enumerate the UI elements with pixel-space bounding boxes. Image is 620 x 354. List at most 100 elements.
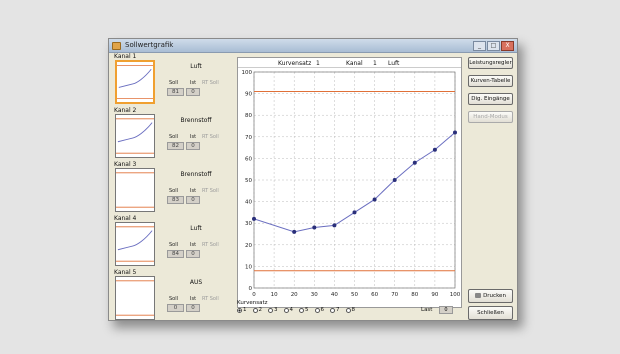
ist-header: Ist [190, 296, 197, 302]
data-point[interactable] [332, 223, 337, 228]
hand-modus-button[interactable]: Hand-Modus [468, 111, 513, 123]
ist-value: 0 [186, 142, 200, 150]
dig-eingaenge-button[interactable]: Dig. Eingänge [468, 93, 513, 105]
kanal-name: Kanal 5 [114, 269, 137, 276]
ist-value: 0 [186, 304, 200, 312]
last-label: Last [421, 307, 433, 313]
data-point[interactable] [392, 178, 397, 182]
kurvensatz-radio-7[interactable]: 7 [330, 307, 340, 313]
ist-value: 0 [186, 250, 200, 258]
radio-circle [252, 307, 258, 313]
title-bar: Sollwertgrafik _ □ X [109, 39, 517, 53]
x-tick-label: 30 [311, 292, 318, 298]
kurvensatz-radio-8[interactable]: 8 [345, 307, 355, 313]
kanal-value: 1 [373, 60, 377, 67]
kurvensatz-radio-3[interactable]: 3 [268, 307, 278, 313]
y-tick-label: 80 [245, 113, 252, 119]
window-controls: _ □ X [473, 41, 514, 51]
soll-header: Soll [169, 134, 179, 140]
schliessen-button[interactable]: Schließen [468, 306, 513, 320]
kanal-thumbnail[interactable] [115, 222, 155, 266]
y-tick-label: 0 [249, 286, 253, 292]
kurven-tabelle-button[interactable]: Kurven-Tabelle [468, 75, 513, 87]
window-title: Sollwertgrafik [125, 41, 174, 49]
soll-value: 0 [167, 304, 184, 312]
radio-label: 5 [305, 307, 309, 313]
x-tick-label: 50 [351, 292, 358, 298]
rt-soll-header: RT Soll [202, 80, 219, 86]
x-tick-label: 80 [411, 292, 418, 298]
kurvensatz-radio-4[interactable]: 4 [283, 307, 293, 313]
kanal-label: Kanal [346, 60, 363, 67]
soll-value: 84 [167, 250, 184, 258]
kanal-name: Kanal 4 [114, 215, 137, 222]
soll-header: Soll [169, 188, 179, 194]
close-button[interactable]: X [501, 41, 514, 51]
drucken-button[interactable]: Drucken [468, 289, 513, 303]
kanal-thumbnail[interactable] [115, 60, 155, 104]
rt-soll-header: RT Soll [202, 242, 219, 248]
kurvensatz-group-label: Kurvensatz [237, 300, 268, 306]
kanal-panel-4[interactable]: Kanal 4 Luft Soll Ist RT Soll 84 0 [114, 215, 234, 267]
data-point[interactable] [252, 216, 256, 221]
maximize-button[interactable]: □ [487, 41, 500, 51]
kurvensatz-radio-1[interactable]: 1 [237, 307, 247, 313]
leistungsregler-button[interactable]: Leistungsregler [468, 57, 513, 69]
radio-circle [283, 307, 289, 313]
kanal-name: Kanal 3 [114, 161, 137, 168]
x-tick-label: 20 [291, 292, 298, 298]
radio-circle [299, 307, 304, 313]
kurvensatz-value: 1 [316, 60, 320, 67]
last-value: 0 [439, 306, 453, 314]
rt-soll-header: RT Soll [202, 296, 219, 302]
soll-value: 82 [167, 142, 184, 150]
soll-header: Soll [169, 296, 179, 302]
kanal-medium: Luft [190, 225, 202, 232]
curve-plot[interactable]: 0 10 20 30 40 50 60 70 80 90 100 0 10 20 30 40 50 60 70 80 9… [238, 58, 463, 309]
kanal-name: Kanal 2 [114, 107, 137, 114]
kurvensatz-label: Kurvensatz [278, 60, 312, 67]
data-point[interactable] [432, 147, 437, 152]
data-point[interactable] [412, 160, 417, 165]
radio-circle [237, 307, 242, 313]
x-tick-label: 60 [371, 292, 378, 298]
kanal-thumbnail[interactable] [115, 168, 155, 212]
x-tick-label: 10 [271, 292, 278, 298]
rt-soll-header: RT Soll [202, 134, 219, 140]
x-tick-label: 70 [391, 292, 398, 298]
radio-label: 1 [243, 307, 247, 313]
plot-frame [253, 71, 456, 289]
kanal-panel-5[interactable]: Kanal 5 AUS Soll Ist RT Soll 0 0 [114, 269, 234, 321]
y-tick-label: 20 [245, 243, 252, 249]
ist-value: 0 [186, 196, 200, 204]
x-tick-label: 0 [252, 292, 256, 298]
medium-label: Luft [388, 60, 400, 67]
kanal-thumbnail[interactable] [115, 276, 155, 320]
kanal-thumbnail[interactable] [115, 114, 155, 158]
kanal-panel-3[interactable]: Kanal 3 Brennstoff Soll Ist RT Soll 83 0 [114, 161, 234, 213]
kurvensatz-radio-2[interactable]: 2 [252, 307, 262, 313]
kurvensatz-radio-5[interactable]: 5 [299, 307, 309, 313]
chart-header: Kurvensatz 1 Kanal 1 Luft [238, 58, 461, 68]
data-point[interactable] [292, 229, 297, 234]
y-tick-label: 30 [245, 221, 252, 227]
app-icon [112, 42, 121, 50]
minimize-button[interactable]: _ [473, 41, 486, 51]
x-tick-label: 40 [331, 292, 338, 298]
y-tick-label: 50 [245, 178, 252, 184]
data-point[interactable] [453, 130, 457, 135]
kanal-medium: Brennstoff [180, 117, 212, 124]
curve-chart[interactable]: Kurvensatz 1 Kanal 1 Luft 0 10 20 30 40 50 60 7… [237, 57, 462, 308]
series-line [253, 132, 456, 233]
kanal-panel-2[interactable]: Kanal 2 Brennstoff Soll Ist RT Soll 82 0 [114, 107, 234, 159]
data-point[interactable] [372, 197, 377, 202]
data-point[interactable] [312, 225, 317, 230]
data-point[interactable] [352, 210, 357, 215]
ist-header: Ist [190, 134, 197, 140]
kurvensatz-radio-6[interactable]: 6 [314, 307, 324, 313]
y-tick-label: 100 [242, 70, 253, 76]
kanal-panel-1[interactable]: Kanal 1 Luft Soll Ist RT Soll 81 0 [114, 53, 234, 105]
soll-header: Soll [169, 242, 179, 248]
radio-label: 3 [274, 307, 278, 313]
kanal-medium: AUS [189, 279, 203, 286]
